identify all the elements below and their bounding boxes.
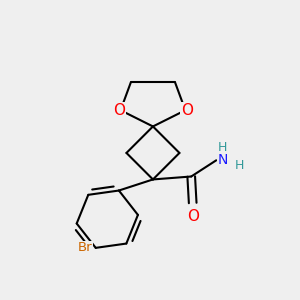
Text: H: H [218, 141, 227, 154]
Text: O: O [181, 103, 193, 118]
Text: Br: Br [78, 242, 93, 254]
Text: N: N [218, 153, 228, 167]
Text: O: O [113, 103, 125, 118]
Text: O: O [187, 209, 199, 224]
Text: H: H [235, 159, 244, 172]
